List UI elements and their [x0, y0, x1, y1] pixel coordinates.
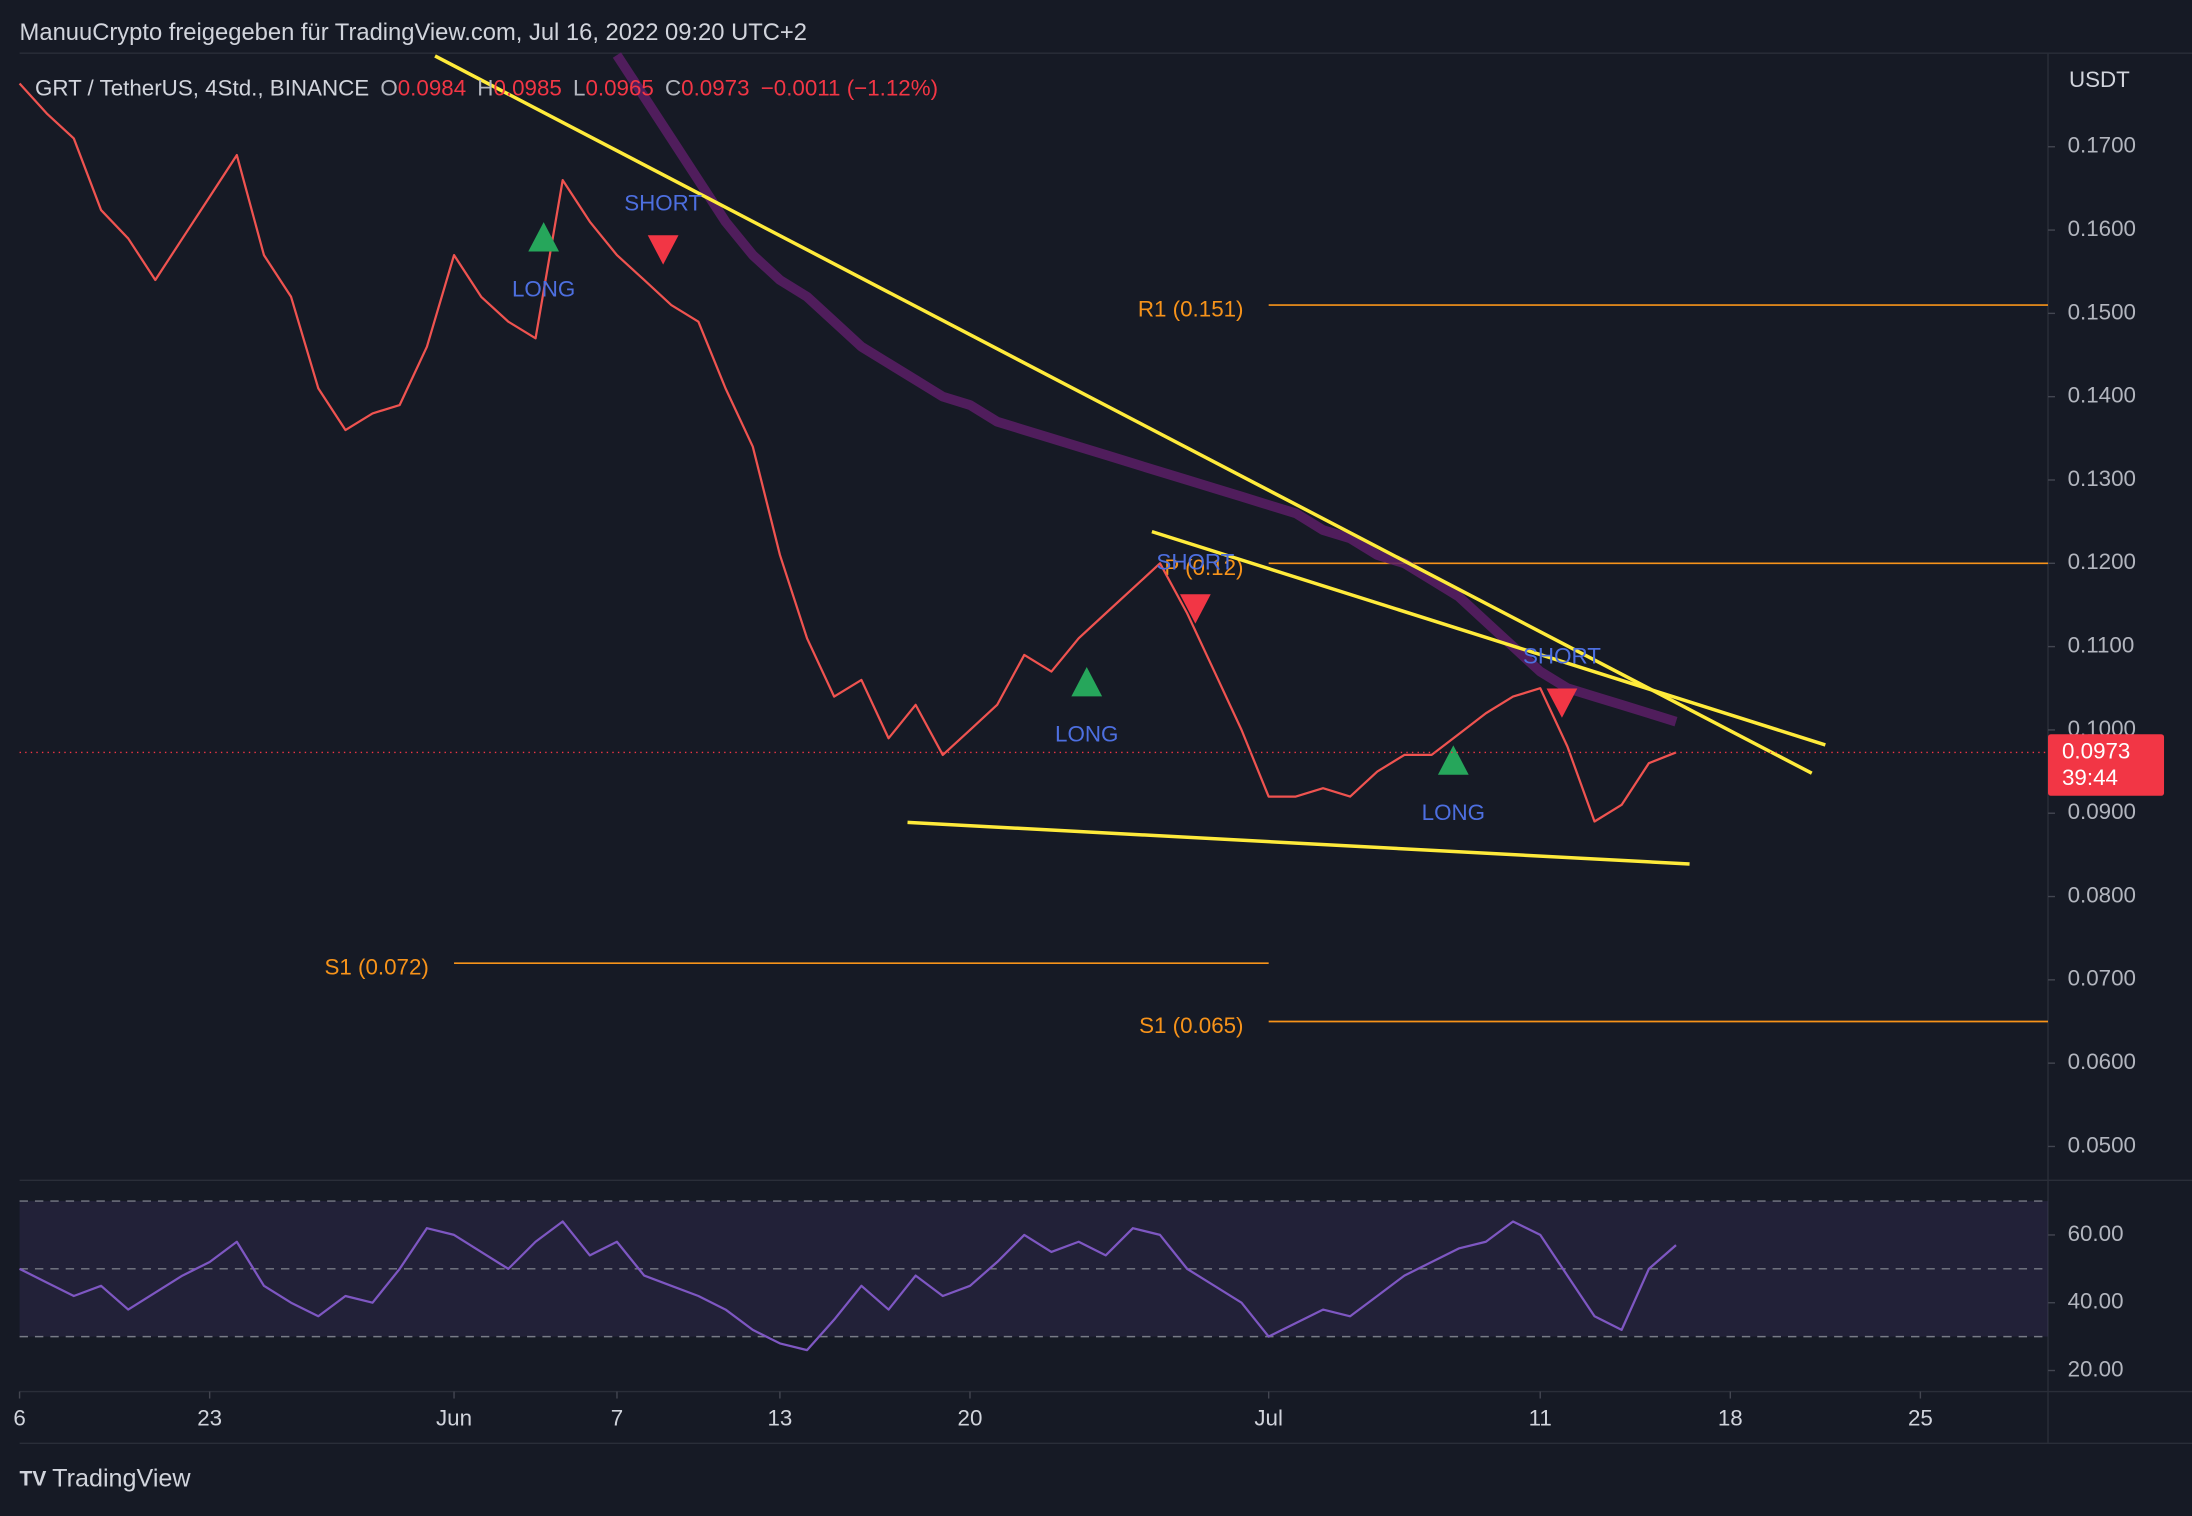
rsi-line — [19, 1220, 1677, 1352]
y-tick-label: 0.1500 — [2068, 299, 2136, 324]
y-tick-label: 0.1100 — [2068, 633, 2135, 658]
header-title: ManuuCrypto freigegeben für TradingView.… — [20, 19, 807, 46]
pivot-label: S1 (0.072) — [324, 955, 428, 980]
logo: TV — [20, 1467, 53, 1490]
signal-marker — [1437, 745, 1469, 775]
pivot-label: S1 (0.065) — [1139, 1013, 1243, 1038]
y-tick-label: 0.0900 — [2068, 799, 2136, 824]
x-tick-label: 23 — [197, 1405, 222, 1430]
y-tick-label: 0.0500 — [2068, 1132, 2136, 1157]
plot-area: 0.1700 0.1600 0.1500 0.1400 0.1300 0.1200 0.11… — [13, 52, 2165, 1430]
brand: TradingView — [52, 1464, 191, 1492]
pivot-label: P (0.12) — [1164, 555, 1243, 580]
legend: GRT / TetherUS, 4Std., BINANCE O0.0984 H0.… — [35, 75, 938, 100]
x-tick-label: 13 — [767, 1405, 792, 1430]
change: −0.0011 (−1.12%) — [761, 75, 938, 100]
ohlc-value: 0.0984 — [398, 75, 466, 100]
y-tick-label: 40.00 — [2068, 1289, 2124, 1314]
pivot-label: R1 (0.151) — [1138, 297, 1244, 322]
signal-label: LONG — [1422, 800, 1485, 825]
symbol: GRT / TetherUS, 4Std., BINANCE — [35, 75, 369, 100]
price-tag-countdown: 39:44 — [2062, 765, 2118, 790]
signal-label: SHORT — [1156, 549, 1234, 574]
x-tick-label: 7 — [611, 1405, 623, 1430]
signal-marker — [528, 222, 560, 252]
price-line — [18, 82, 1677, 823]
signal-label: LONG — [512, 277, 575, 302]
y-tick-label: 0.0700 — [2068, 966, 2136, 991]
x-tick-label: 25 — [1908, 1405, 1933, 1430]
signal-marker — [1546, 688, 1578, 718]
y-tick-label: 0.1400 — [2068, 383, 2136, 408]
y-tick-label: 20.00 — [2068, 1356, 2124, 1381]
y-tick-label: 0.0800 — [2068, 882, 2136, 907]
trendline — [1151, 529, 1826, 747]
moving-average — [612, 52, 1678, 727]
ohlc-value: 0.0985 — [493, 75, 561, 100]
y-tick-label: 0.1700 — [2068, 133, 2136, 158]
y-tick-label: 0.0600 — [2068, 1049, 2136, 1074]
y-tick-label: 0.1600 — [2068, 216, 2136, 241]
trendline — [434, 54, 1813, 775]
trendline — [907, 820, 1690, 866]
price-tag — [2048, 734, 2165, 796]
signal-label: LONG — [1055, 721, 1118, 746]
y-tick-label: 60.00 — [2068, 1221, 2124, 1246]
ohlc-label: L — [573, 75, 585, 100]
x-tick-label: 18 — [1718, 1405, 1743, 1430]
ohlc-label: C — [665, 75, 681, 100]
x-tick-label: 6 — [13, 1405, 25, 1430]
price-tag-value: 0.0973 — [2062, 738, 2130, 763]
signal-label: SHORT — [1523, 644, 1601, 669]
y-tick-label: 0.1300 — [2068, 466, 2136, 491]
x-tick-label: Jul — [1254, 1405, 1283, 1430]
signal-marker — [647, 235, 679, 265]
ohlc-label: O — [380, 75, 397, 100]
signal-label: SHORT — [624, 190, 702, 215]
y-tick-label: 0.1200 — [2068, 549, 2136, 574]
rsi-band — [19, 1201, 2049, 1337]
signal-marker — [1179, 594, 1211, 624]
ohlc-label: H — [477, 75, 493, 100]
x-tick-label: Jun — [436, 1405, 472, 1430]
footer: TV TradingView — [20, 1464, 192, 1492]
x-tick-label: 20 — [958, 1405, 983, 1430]
x-tick-label: 11 — [1529, 1405, 1552, 1430]
ohlc-value: 0.0973 — [681, 75, 749, 100]
signal-marker — [1071, 667, 1103, 697]
ohlc-value: 0.0965 — [585, 75, 653, 100]
y-unit: USDT — [2069, 67, 2130, 92]
